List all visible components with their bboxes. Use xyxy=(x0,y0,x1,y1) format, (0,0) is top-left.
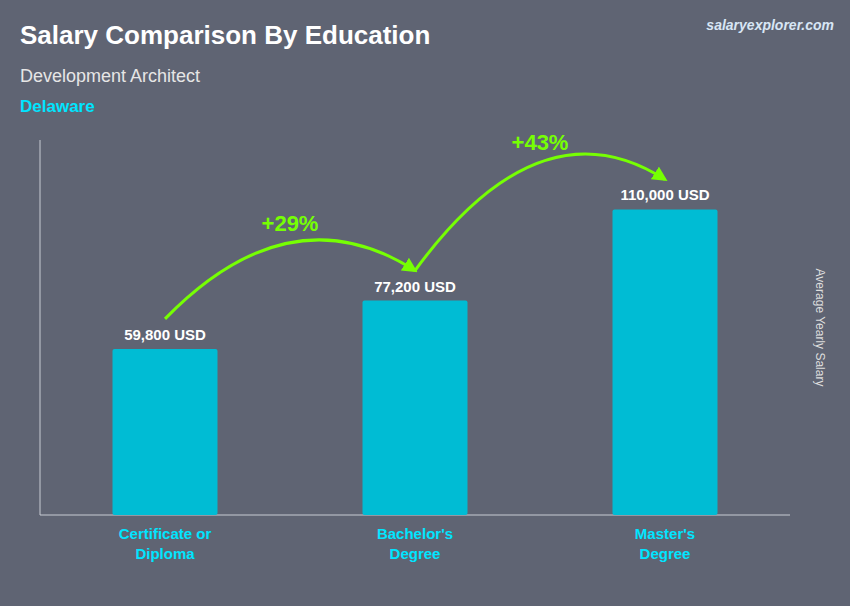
category-label-line: Degree xyxy=(640,545,691,562)
background xyxy=(0,0,850,606)
category-label-line: Certificate or xyxy=(119,525,212,542)
percent-annotation: +43% xyxy=(512,130,569,155)
category-label-line: Diploma xyxy=(135,545,195,562)
y-axis-line xyxy=(40,140,41,515)
category-label: Bachelor's Degree xyxy=(377,525,453,562)
watermark: salaryexplorer.com xyxy=(706,17,834,33)
arrow xyxy=(415,154,665,271)
category-label: Certificate or Diploma xyxy=(119,525,212,562)
bar xyxy=(363,301,468,515)
subtitle: Delaware xyxy=(20,97,95,116)
category-label-line: Master's xyxy=(635,525,695,542)
category-label-line: Bachelor's xyxy=(377,525,453,542)
category-label-line: Degree xyxy=(390,545,441,562)
percent-annotation: +29% xyxy=(262,211,319,236)
value-label: 77,200 USD xyxy=(374,278,456,295)
bars xyxy=(113,209,718,515)
bar xyxy=(613,209,718,515)
category-label: Master's Degree xyxy=(635,525,695,562)
bar xyxy=(113,349,218,515)
title: Salary Comparison By Education xyxy=(20,20,430,50)
subtitle: Development Architect xyxy=(20,66,200,86)
value-label: 110,000 USD xyxy=(620,186,709,203)
y-axis-label: Average Yearly Salary xyxy=(813,269,827,387)
chart: Salary Comparison By Education Developmen… xyxy=(0,0,850,606)
value-label: 59,800 USD xyxy=(124,326,206,343)
arrow xyxy=(165,240,415,319)
